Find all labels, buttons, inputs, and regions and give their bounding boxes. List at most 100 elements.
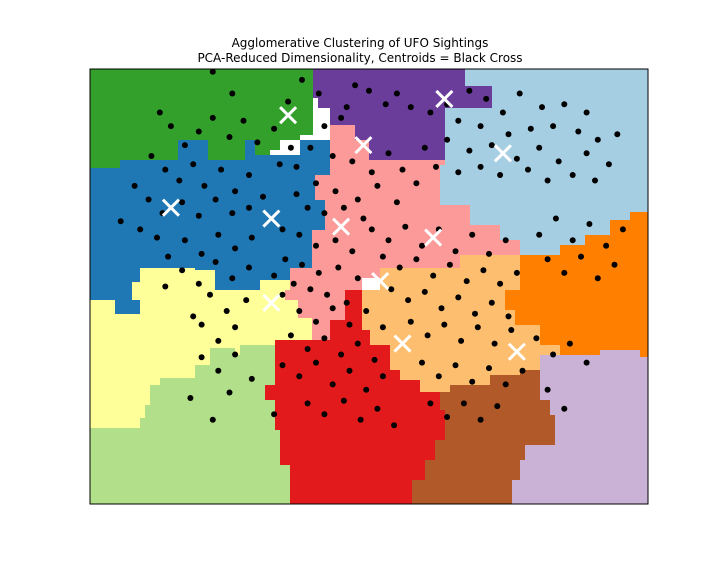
data-point — [539, 104, 545, 111]
data-point — [215, 367, 222, 374]
data-point — [594, 275, 601, 282]
data-point — [533, 335, 540, 342]
data-point — [424, 332, 431, 339]
data-point — [304, 346, 311, 352]
data-point — [304, 204, 311, 211]
data-point — [338, 351, 345, 358]
cluster-region-purple — [313, 69, 492, 160]
data-point — [354, 340, 361, 347]
data-point — [555, 158, 562, 165]
data-point — [435, 373, 442, 380]
data-point — [527, 125, 534, 132]
data-point — [407, 104, 414, 111]
data-point — [391, 422, 398, 429]
data-point — [583, 150, 590, 157]
data-point — [569, 172, 576, 178]
data-point — [179, 199, 186, 206]
data-point — [463, 278, 470, 285]
data-point — [329, 381, 336, 388]
centroid-cross — [435, 89, 454, 108]
centroid-cross — [393, 334, 412, 353]
data-point — [293, 191, 300, 198]
data-point — [488, 142, 495, 149]
data-point — [466, 87, 473, 94]
data-point — [499, 109, 506, 116]
cluster-region-light-blue — [440, 69, 648, 255]
data-point — [379, 253, 386, 260]
data-point — [619, 226, 626, 233]
data-point — [480, 267, 487, 274]
data-point — [212, 196, 219, 203]
data-point — [421, 288, 428, 295]
data-point — [332, 237, 339, 244]
data-point — [566, 340, 573, 347]
data-point — [578, 253, 584, 260]
cluster-region-orange — [505, 212, 648, 357]
data-point — [148, 153, 155, 159]
data-point — [399, 166, 406, 173]
data-point — [488, 299, 495, 306]
data-point — [536, 231, 543, 238]
data-point — [321, 335, 328, 342]
data-point — [491, 340, 498, 347]
data-point — [505, 313, 512, 320]
cluster-region-pink — [285, 125, 520, 340]
plot-frame — [89, 68, 649, 505]
data-point — [368, 169, 375, 176]
data-point — [413, 180, 420, 187]
data-point — [552, 215, 559, 222]
data-point — [363, 386, 370, 393]
data-point — [209, 416, 216, 423]
data-point — [368, 226, 375, 233]
data-point — [165, 253, 172, 260]
data-point — [218, 166, 225, 173]
data-point — [198, 354, 205, 361]
data-point — [260, 193, 266, 200]
data-point — [324, 291, 331, 298]
data-point — [544, 256, 551, 263]
data-point — [502, 381, 509, 388]
data-point — [374, 405, 381, 412]
data-point — [505, 131, 512, 138]
data-point — [374, 182, 381, 189]
data-point — [343, 104, 350, 111]
data-point — [592, 177, 598, 184]
data-point — [307, 286, 314, 293]
data-point — [254, 139, 261, 146]
data-point — [586, 221, 593, 227]
data-point — [614, 131, 621, 138]
data-point — [131, 182, 138, 189]
cluster-region-brown — [412, 370, 555, 504]
data-point — [271, 411, 278, 418]
data-point — [156, 109, 163, 116]
data-point — [287, 332, 294, 339]
data-point — [307, 144, 314, 151]
data-point — [550, 123, 557, 130]
chart-title: Agglomerative Clustering of UFO Sighting… — [231, 36, 489, 50]
data-point — [441, 321, 448, 328]
data-point — [215, 231, 222, 238]
data-point — [321, 411, 328, 418]
centroid-cross — [279, 106, 298, 125]
data-point — [304, 400, 311, 407]
data-point — [232, 188, 239, 195]
data-point — [469, 231, 476, 238]
data-point — [201, 182, 208, 189]
data-point — [379, 373, 386, 380]
data-point — [360, 215, 367, 222]
data-point — [329, 305, 336, 312]
data-point — [393, 90, 400, 97]
data-point — [427, 109, 434, 116]
data-point — [338, 114, 345, 121]
data-point — [402, 223, 409, 230]
data-point — [385, 237, 392, 244]
data-point — [195, 212, 202, 219]
centroid-cross — [371, 272, 390, 291]
data-point — [371, 356, 378, 363]
data-point — [279, 291, 286, 298]
data-point — [271, 272, 278, 279]
data-point — [455, 294, 462, 301]
data-point — [313, 359, 319, 366]
data-point — [477, 416, 484, 423]
cluster-region-yellow — [90, 268, 312, 428]
